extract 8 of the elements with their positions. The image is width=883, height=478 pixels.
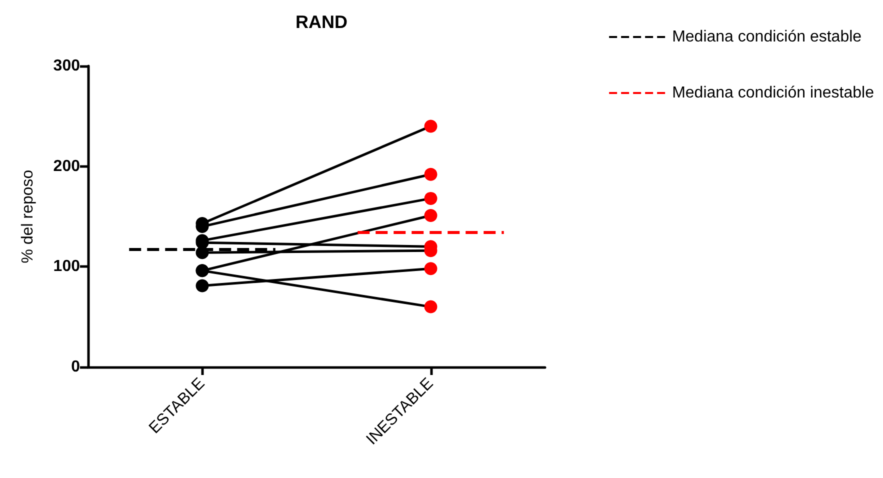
y-tick-label: 300 <box>53 58 80 74</box>
y-tick-label: 100 <box>53 258 80 276</box>
legend-label: Mediana condición inestable <box>672 84 874 102</box>
chart-title: RAND <box>296 12 348 32</box>
y-tick-label: 200 <box>53 158 80 175</box>
legend-label: Mediana condición estable <box>672 28 862 46</box>
y-tick-label: 0 <box>71 358 80 376</box>
y-axis-title: % del reposo <box>20 170 36 264</box>
